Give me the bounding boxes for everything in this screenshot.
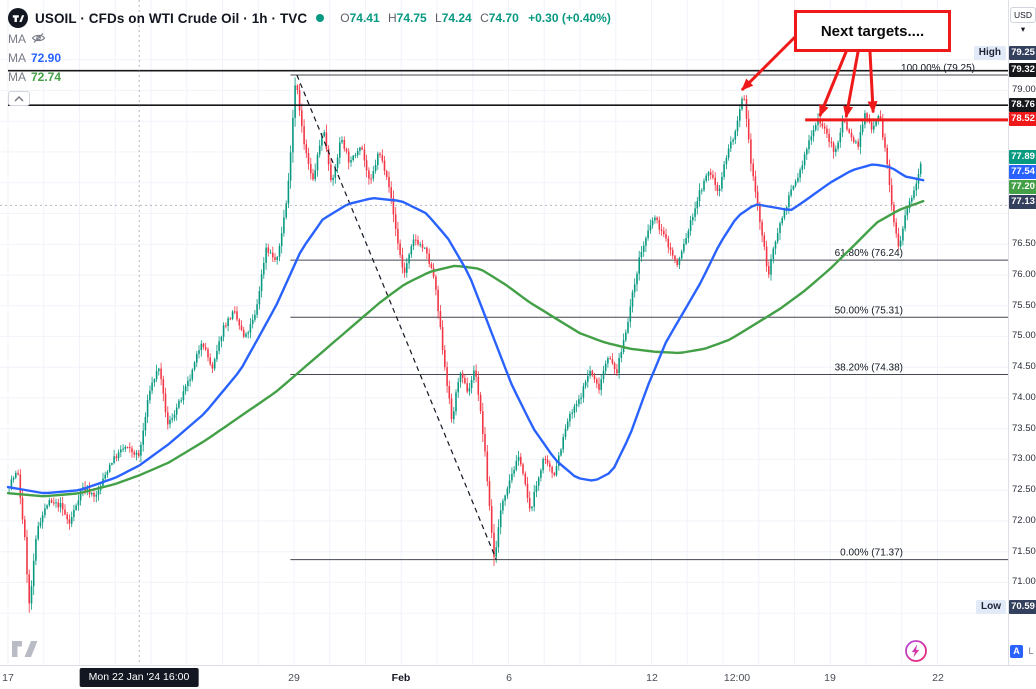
price-axis-tick: 73.00 <box>1012 453 1036 464</box>
auto-scale-button[interactable]: A <box>1010 645 1023 658</box>
eye-hidden-icon[interactable] <box>31 32 46 47</box>
time-axis-tick: 17 <box>2 672 14 684</box>
indicator-label: MA <box>8 70 26 84</box>
price-axis-tick: 71.50 <box>1012 546 1036 557</box>
crosshair-price-badge: 77.13 <box>1009 195 1036 209</box>
chart-legend: USOIL · CFDs on WTI Crude Oil · 1h · TVC… <box>8 7 611 106</box>
ohlc-values: O74.41 H74.75 L74.24 C74.70 +0.30 (+0.40… <box>335 11 611 25</box>
price-axis-tick: 71.00 <box>1012 576 1036 587</box>
chart-pane[interactable]: 100.00% (79.25) 61.80% (76.24) 50.00% (75.… <box>0 0 1008 665</box>
low-value-badge: 70.59 <box>1009 600 1036 614</box>
price-axis-tick: 72.50 <box>1012 484 1036 495</box>
currency-dropdown[interactable]: USD ▾ <box>1010 7 1036 34</box>
price-axis-tick: 74.50 <box>1012 361 1036 372</box>
change-value: +0.30 (+0.40%) <box>528 11 611 25</box>
svg-text:61.80% (76.24): 61.80% (76.24) <box>835 248 903 259</box>
time-axis-tick: 12 <box>646 672 658 684</box>
hline-7876-value-badge: 78.76 <box>1009 98 1036 112</box>
ma-green-value-badge: 77.20 <box>1009 180 1036 194</box>
last-price-value-badge: 77.89 <box>1009 150 1036 164</box>
open-label: O <box>340 11 350 25</box>
time-axis-tick: Feb <box>391 672 411 684</box>
price-axis-tick: 72.00 <box>1012 515 1036 526</box>
time-axis[interactable]: Mon 22 Jan '24 16:00 17 29 Feb 6 12 12:00 19 22 <box>0 665 1036 689</box>
tradingview-watermark-icon[interactable] <box>10 638 42 665</box>
indicator-row-ma-green[interactable]: MA 72.74 <box>8 68 611 86</box>
legend-collapse-button[interactable] <box>8 91 30 106</box>
low-label: L <box>435 11 442 25</box>
high-label: H <box>387 11 397 25</box>
time-axis-tick: 22 <box>932 672 944 684</box>
high-chip: High <box>973 46 1006 60</box>
next-targets-annotation[interactable]: Next targets.... <box>794 10 951 52</box>
price-axis-tick: 73.50 <box>1012 423 1036 434</box>
indicator-label: MA <box>8 32 26 46</box>
crosshair-time-label: Mon 22 Jan '24 16:00 <box>79 668 199 687</box>
svg-text:0.00% (71.37): 0.00% (71.37) <box>840 548 903 559</box>
boost-lightning-button[interactable] <box>904 639 928 663</box>
time-axis-tick: 29 <box>288 672 300 684</box>
log-scale-button[interactable]: L <box>1025 645 1036 658</box>
close-value: 74.70 <box>488 11 519 25</box>
market-open-icon[interactable] <box>316 14 325 22</box>
ma-blue-value-badge: 77.54 <box>1009 165 1036 179</box>
hline-7932-value-badge: 79.32 <box>1009 63 1036 77</box>
svg-text:100.00% (79.25): 100.00% (79.25) <box>901 63 975 74</box>
price-axis-tick: 76.50 <box>1012 238 1036 249</box>
close-label: C <box>480 11 489 25</box>
symbol-row[interactable]: USOIL · CFDs on WTI Crude Oil · 1h · TVC… <box>8 7 611 29</box>
time-axis-tick: 6 <box>506 672 512 684</box>
svg-text:38.20% (74.38): 38.20% (74.38) <box>835 363 903 374</box>
price-axis-tick: 76.00 <box>1012 269 1036 280</box>
price-axis-tick: 75.50 <box>1012 300 1036 311</box>
indicator-row-ma-blue[interactable]: MA 72.90 <box>8 49 611 67</box>
ma-green-legend-value: 72.74 <box>31 70 62 84</box>
price-axis[interactable]: USD ▾ A L 79.00 76.50 76.00 75.50 75.00 74.50… <box>1008 0 1036 665</box>
svg-text:50.00% (75.31): 50.00% (75.31) <box>835 305 903 316</box>
time-axis-tick: 19 <box>824 672 836 684</box>
low-value: 74.24 <box>441 11 472 25</box>
tradingview-logo-icon <box>8 8 28 28</box>
price-axis-tick: 79.00 <box>1012 84 1036 95</box>
high-value-badge: 79.25 <box>1009 46 1036 60</box>
symbol-title[interactable]: USOIL · CFDs on WTI Crude Oil · 1h · TVC <box>35 10 308 26</box>
high-value: 74.75 <box>396 11 427 25</box>
price-axis-tick: 75.00 <box>1012 330 1036 341</box>
indicator-label: MA <box>8 51 26 65</box>
time-axis-tick: 12:00 <box>723 672 751 684</box>
indicator-row-hidden-ma[interactable]: MA <box>8 30 611 48</box>
ma-blue-legend-value: 72.90 <box>31 51 62 65</box>
price-axis-tick: 74.00 <box>1012 392 1036 403</box>
target-line-value-badge: 78.52 <box>1009 112 1036 126</box>
open-value: 74.41 <box>349 11 380 25</box>
low-chip: Low <box>976 600 1006 614</box>
